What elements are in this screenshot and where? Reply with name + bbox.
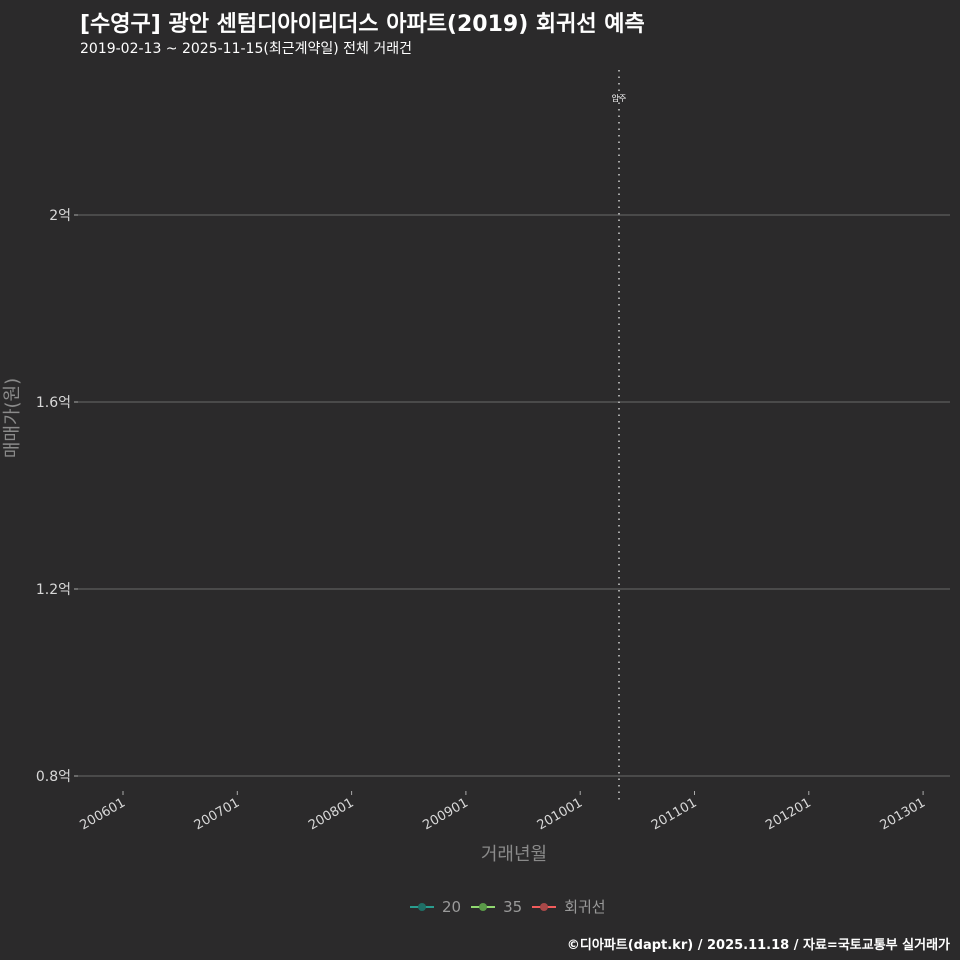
y-tick-label: 0.8억 bbox=[36, 769, 71, 785]
legend-item-20[interactable]: 20 bbox=[410, 898, 461, 916]
x-tick-label: 201301 bbox=[878, 795, 928, 833]
chart-title: [수영구] 광안 센텀디아이리더스 아파트(2019) 회귀선 예측 bbox=[80, 12, 645, 37]
x-tick-label: 201001 bbox=[535, 795, 585, 833]
footer-credit: ©디아파트(dapt.kr) / 2025.11.18 / 자료=국토교통부 실… bbox=[566, 938, 950, 953]
legend-item-35[interactable]: 35 bbox=[471, 898, 522, 916]
y-tick-label: 1.6억 bbox=[36, 395, 71, 411]
legend-key-icon bbox=[410, 901, 434, 913]
y-axis: 0.8억 1.2억 1.6억 2억 bbox=[36, 208, 78, 785]
legend: 20 35 회귀선 bbox=[410, 896, 606, 917]
y-tick-label: 2억 bbox=[49, 208, 71, 224]
x-tick-label: 201201 bbox=[763, 795, 813, 833]
y-axis-title: 매매가(원) bbox=[2, 378, 23, 458]
gridlines bbox=[78, 214, 950, 777]
x-tick-label: 200701 bbox=[192, 795, 242, 833]
legend-key-icon bbox=[471, 901, 496, 913]
chart-subtitle: 2019-02-13 ~ 2025-11-15(최근계약일) 전체 거래건 bbox=[80, 41, 412, 57]
x-tick-label: 200901 bbox=[420, 795, 470, 833]
x-tick-label: 200601 bbox=[78, 795, 128, 833]
y-tick-label: 1.2억 bbox=[36, 582, 71, 598]
legend-key-icon bbox=[532, 901, 557, 913]
x-tick-label: 200801 bbox=[306, 795, 356, 833]
legend-item-regression[interactable]: 회귀선 bbox=[532, 896, 606, 917]
x-axis: 200601 200701 200801 200901 201001 201101 2012… bbox=[78, 791, 928, 833]
x-tick-label: 201101 bbox=[649, 795, 699, 833]
move-in-label: 입주 bbox=[612, 94, 627, 103]
x-axis-title: 거래년월 bbox=[481, 844, 547, 865]
